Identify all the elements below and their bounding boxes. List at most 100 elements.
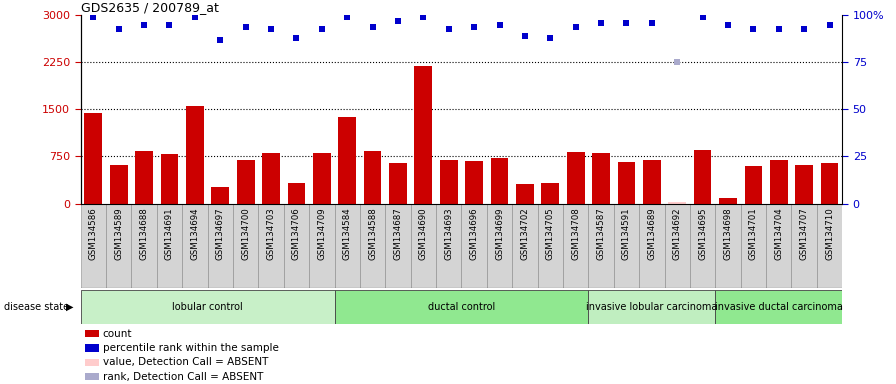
Bar [715,204,741,288]
Bar [132,204,157,288]
Bar [741,204,766,288]
Point [137,22,151,28]
Text: GSM134692: GSM134692 [673,208,682,260]
Bar [233,204,258,288]
Bar [258,204,284,288]
Text: GSM134586: GSM134586 [89,208,98,260]
Point [720,22,735,28]
Bar [617,162,635,204]
Bar [614,204,639,288]
Text: GSM134702: GSM134702 [521,208,530,260]
Bar [84,330,99,337]
Bar [334,290,589,324]
Point [670,59,685,65]
Bar [796,165,813,204]
Bar [415,66,432,204]
Bar [157,204,182,288]
Point [493,22,507,28]
Text: percentile rank within the sample: percentile rank within the sample [103,343,279,353]
Text: GSM134710: GSM134710 [825,208,834,260]
Text: disease state: disease state [4,302,70,312]
Bar [182,204,208,288]
Point [86,14,100,20]
Bar [110,165,127,204]
Bar [208,204,233,288]
Text: GSM134701: GSM134701 [749,208,758,260]
Text: GSM134693: GSM134693 [444,208,453,260]
Bar [81,204,106,288]
Bar [766,204,791,288]
Bar [487,204,513,288]
Bar [461,204,487,288]
Text: invasive ductal carcinoma: invasive ductal carcinoma [715,302,843,312]
Text: GSM134584: GSM134584 [342,208,352,260]
Point [467,23,481,30]
Bar [263,153,280,204]
Bar [563,204,589,288]
Text: GSM134589: GSM134589 [114,208,124,260]
Bar [589,204,614,288]
Point [238,23,253,30]
Point [771,25,786,31]
Bar [211,187,229,204]
Bar [309,204,334,288]
Bar [516,184,534,204]
Bar [770,160,788,204]
Bar [160,154,178,204]
Bar [410,204,436,288]
Text: GSM134706: GSM134706 [292,208,301,260]
Point [797,25,812,31]
Text: GSM134696: GSM134696 [470,208,478,260]
Text: GSM134689: GSM134689 [647,208,657,260]
Point [518,33,532,39]
Bar [284,204,309,288]
Text: GSM134695: GSM134695 [698,208,707,260]
Text: rank, Detection Call = ABSENT: rank, Detection Call = ABSENT [103,372,263,382]
Bar [81,290,334,324]
Bar [360,204,385,288]
Text: GSM134707: GSM134707 [799,208,809,260]
Text: GSM134708: GSM134708 [571,208,581,260]
Text: count: count [103,329,133,339]
Point [543,35,557,41]
Bar [643,160,660,204]
Point [263,25,278,31]
Text: value, Detection Call = ABSENT: value, Detection Call = ABSENT [103,358,268,367]
Bar [339,117,356,204]
Bar [106,204,132,288]
Point [569,23,583,30]
Text: ductal control: ductal control [427,302,495,312]
Text: GSM134709: GSM134709 [317,208,326,260]
Text: GSM134703: GSM134703 [266,208,276,260]
Bar [567,152,584,204]
Bar [288,183,306,204]
Bar [715,290,842,324]
Bar [186,106,203,204]
Bar [440,160,458,204]
Point [619,20,633,26]
Point [594,20,608,26]
Bar [592,153,610,204]
Text: GSM134704: GSM134704 [774,208,783,260]
Text: GSM134697: GSM134697 [216,208,225,260]
Text: GSM134688: GSM134688 [140,208,149,260]
Bar [589,290,715,324]
Point [645,20,659,26]
Bar [389,163,407,204]
Text: GSM134699: GSM134699 [495,208,504,260]
Point [162,22,177,28]
Text: GSM134694: GSM134694 [190,208,200,260]
Point [391,18,405,24]
Bar [639,204,665,288]
Bar [84,359,99,366]
Bar [791,204,817,288]
Bar [665,204,690,288]
Bar [385,204,410,288]
Point [416,14,430,20]
Bar [84,344,99,352]
Bar [513,204,538,288]
Text: GSM134591: GSM134591 [622,208,631,260]
Point [340,14,354,20]
Bar [821,163,839,204]
Text: ▶: ▶ [66,302,73,312]
